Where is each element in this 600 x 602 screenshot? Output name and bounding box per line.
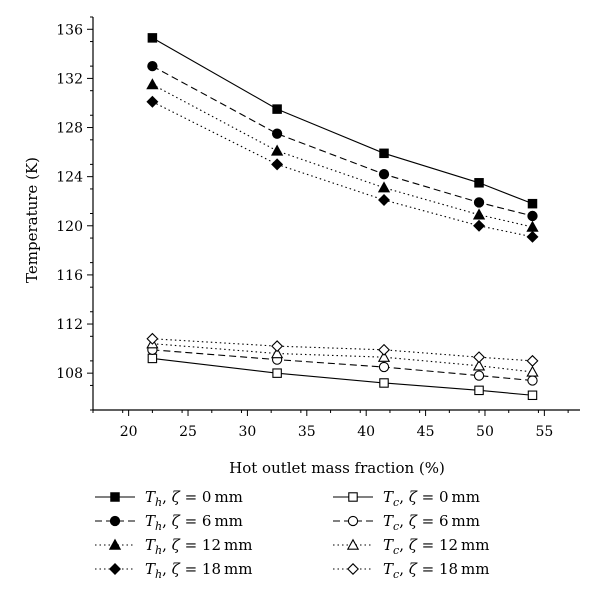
data-point-tc18 [271, 340, 284, 353]
legend-item-th0: Th, ζ = 0 mm [95, 488, 243, 509]
data-point-th6 [473, 197, 485, 208]
data-point-th18 [378, 194, 390, 206]
legend-item-th18: Th, ζ = 18 mm [95, 560, 252, 581]
legend-item-th6: Th, ζ = 6 mm [95, 512, 243, 533]
data-point-th0 [474, 178, 484, 188]
data-point-tc18 [473, 351, 486, 364]
data-point-th12 [146, 78, 159, 90]
legend-item-th12: Th, ζ = 12 mm [95, 536, 252, 557]
data-point-th18 [526, 230, 539, 243]
legend-item-tc0: Tc, ζ = 0 mm [333, 488, 480, 509]
y-tick-label: 136 [56, 22, 83, 38]
x-tick-label: 40 [357, 424, 375, 440]
data-point-tc18 [146, 332, 159, 345]
data-point-th0 [527, 198, 538, 209]
data-point-tc0 [272, 368, 282, 378]
x-axis-title: Hot outlet mass fraction (%) [229, 459, 445, 477]
y-tick-label: 128 [56, 121, 83, 137]
legend-label-th0: Th, ζ = 0 mm [145, 488, 243, 509]
x-tick-label: 50 [476, 424, 494, 440]
legend-item-tc6: Tc, ζ = 6 mm [333, 512, 480, 533]
legend-label-th12: Th, ζ = 12 mm [145, 536, 252, 557]
data-point-th12 [526, 220, 539, 232]
legend-label-th18: Th, ζ = 18 mm [145, 560, 252, 581]
data-point-tc0 [147, 353, 158, 364]
axes: 20 25 30 35 40 45 50 55 108 112 116 120 124 128 132 136 [56, 16, 580, 440]
legend-item-tc18: Tc, ζ = 18 mm [333, 560, 490, 581]
data-point-th12 [270, 144, 284, 156]
y-tick-label: 120 [56, 219, 83, 235]
series-th18 [146, 95, 539, 243]
series-tc18 [146, 332, 539, 367]
data-point-tc6 [527, 375, 538, 386]
data-point-th0 [379, 148, 389, 159]
x-tick-label: 35 [298, 424, 316, 440]
data-point-tc0 [527, 390, 538, 401]
legend-item-tc12: Tc, ζ = 12 mm [333, 536, 490, 557]
y-axis-title: Temperature (K) [23, 157, 41, 283]
x-tick-label: 45 [417, 424, 435, 440]
legend-label-tc6: Tc, ζ = 6 mm [383, 512, 480, 533]
data-point-th6 [527, 210, 538, 222]
legend-label-tc0: Tc, ζ = 0 mm [383, 488, 480, 509]
legend-label-tc18: Tc, ζ = 18 mm [383, 560, 490, 581]
legend-marker-tc6 [347, 515, 359, 527]
data-point-tc0 [379, 378, 389, 388]
series-th6 [147, 60, 538, 222]
x-tick-label: 20 [120, 424, 138, 440]
y-tick-label: 108 [56, 366, 83, 382]
legend-marker-th12 [108, 538, 122, 550]
x-tick-label: 55 [535, 424, 553, 440]
legend-marker-th6 [109, 515, 121, 527]
data-point-th0 [272, 104, 282, 114]
data-point-th18 [146, 95, 159, 108]
legend: Th, ζ = 0 mm Th, ζ = 6 mm Th, ζ = 12 mm Th,… [95, 488, 490, 581]
data-point-tc12 [526, 365, 539, 377]
data-point-th18 [473, 219, 486, 232]
legend-marker-tc0 [348, 492, 358, 502]
legend-label-tc12: Tc, ζ = 12 mm [383, 536, 490, 557]
y-tick-label: 112 [56, 317, 83, 333]
data-point-th6 [378, 169, 390, 180]
data-point-th18 [271, 158, 284, 171]
series-tc6 [147, 344, 538, 386]
data-point-tc0 [474, 385, 484, 396]
series-th0 [147, 33, 538, 209]
y-tick-label: 132 [56, 71, 83, 87]
legend-label-th6: Th, ζ = 6 mm [145, 512, 243, 533]
data-point-tc6 [473, 370, 485, 381]
series-th12 [146, 78, 539, 232]
data-point-tc6 [378, 361, 390, 373]
y-tick-label: 124 [56, 170, 83, 186]
data-point-th6 [271, 128, 283, 139]
legend-marker-tc18 [347, 563, 359, 575]
data-point-th0 [147, 33, 158, 43]
series-line-th6 [152, 65, 533, 217]
legend-marker-th0 [110, 492, 120, 502]
x-tick-label: 30 [239, 424, 257, 440]
series-tc0 [147, 353, 538, 401]
data-point-tc12 [270, 347, 284, 359]
series-layer [146, 33, 539, 401]
x-tick-label: 25 [179, 424, 197, 440]
legend-marker-th18 [109, 563, 121, 575]
data-point-th12 [472, 208, 486, 220]
data-point-th12 [377, 181, 391, 193]
data-point-tc12 [377, 350, 391, 362]
data-point-tc12 [472, 359, 486, 371]
legend-marker-tc12 [346, 538, 360, 550]
series-tc12 [146, 337, 539, 377]
data-point-tc18 [378, 343, 390, 356]
data-point-tc18 [526, 354, 539, 367]
y-tick-label: 116 [56, 268, 83, 284]
data-point-th6 [147, 60, 158, 72]
